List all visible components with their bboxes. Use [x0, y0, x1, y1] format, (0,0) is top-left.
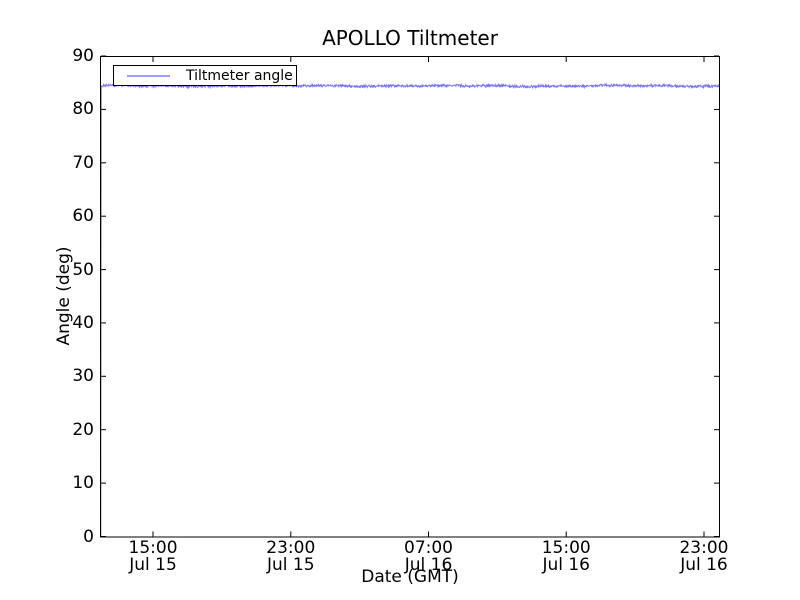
y-tick-label: 50: [72, 259, 94, 280]
chart-title: APOLLO Tiltmeter: [322, 26, 498, 50]
x-tick-date: Jul 16: [680, 555, 728, 575]
x-tick-date: Jul 16: [542, 555, 590, 575]
y-tick-label: 80: [72, 99, 94, 120]
x-tick-date: Jul 15: [266, 555, 315, 575]
x-tick-label: 23:00 Jul 15: [246, 537, 336, 575]
legend: Tiltmeter angle: [113, 65, 297, 86]
x-tick-label: 15:00 Jul 15: [108, 537, 198, 575]
y-tick-label: 20: [72, 419, 94, 440]
x-tick-time: 15:00: [128, 537, 178, 558]
y-tick-label: 30: [72, 366, 94, 387]
x-tick-date: Jul 15: [129, 555, 177, 575]
x-tick-date: Jul 16: [404, 555, 453, 575]
y-tick-label: 70: [72, 152, 94, 173]
x-tick-label: 07:00 Jul 16: [384, 537, 474, 575]
x-tick-time: 07:00: [404, 537, 453, 558]
x-tick-time: 23:00: [679, 537, 729, 558]
y-tick-label: 0: [83, 526, 94, 547]
y-tick-label: 10: [72, 473, 94, 494]
x-tick-time: 23:00: [266, 537, 316, 558]
x-axis-label: Date (GMT): [361, 567, 459, 587]
x-tick-time: 15:00: [541, 537, 591, 558]
x-tick-label: 23:00 Jul 16: [659, 537, 749, 575]
y-tick-label: 40: [72, 312, 94, 333]
y-tick-label: 90: [72, 46, 94, 66]
legend-line-swatch: [127, 74, 170, 77]
y-tick-label: 60: [72, 206, 94, 227]
x-tick-label: 15:00 Jul 16: [521, 537, 611, 575]
axis-ticks: [101, 55, 719, 537]
tiltmeter-angle-line: [100, 82, 720, 537]
axes-frame: [100, 56, 720, 538]
legend-label: Tiltmeter angle: [186, 67, 293, 84]
